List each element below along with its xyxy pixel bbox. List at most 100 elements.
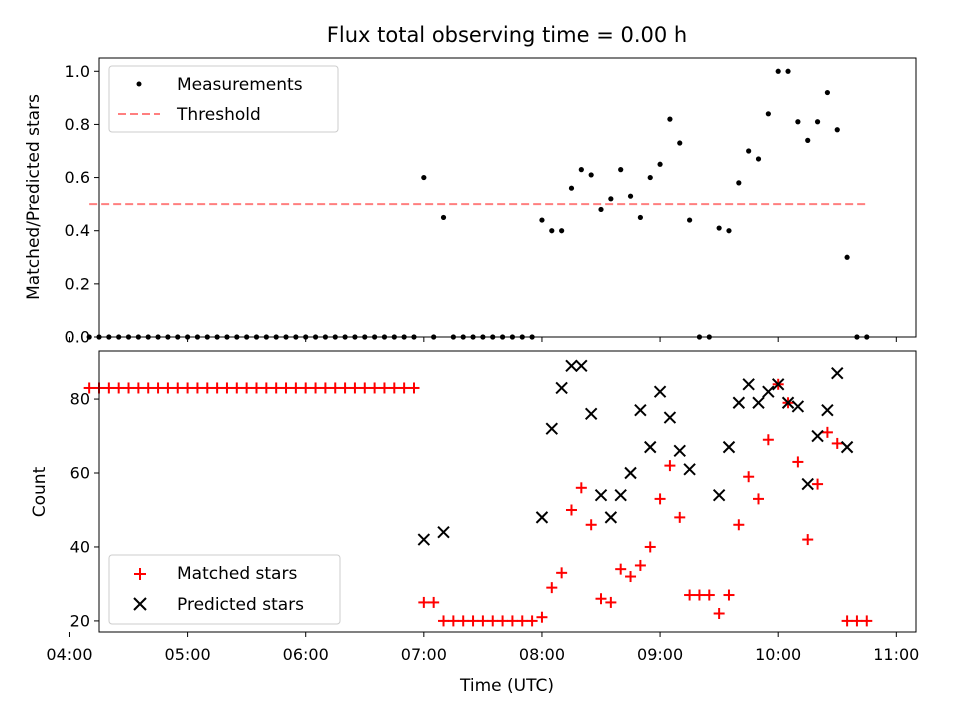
matched-star-point bbox=[556, 567, 568, 579]
matched-star-point bbox=[250, 382, 262, 394]
predicted-star-point bbox=[752, 396, 765, 409]
bottom-plot-marks bbox=[83, 359, 873, 627]
threshold-legend-label: Threshold bbox=[176, 105, 261, 125]
measurement-point bbox=[716, 225, 722, 231]
measurement-point bbox=[618, 167, 624, 173]
predicted-star-point bbox=[644, 440, 657, 454]
matched-star-point bbox=[684, 589, 696, 601]
matched-star-point bbox=[753, 493, 765, 505]
measurement-point bbox=[765, 111, 771, 117]
matched-star-point bbox=[851, 615, 863, 627]
measurement-point bbox=[627, 193, 634, 199]
predicted-stars-legend-marker bbox=[133, 597, 147, 611]
matched-star-point bbox=[861, 615, 873, 627]
predicted-star-point bbox=[545, 422, 559, 435]
predicted-star-point bbox=[555, 381, 568, 395]
measurement-point bbox=[824, 89, 831, 96]
matched-star-point bbox=[497, 615, 509, 627]
predicted-star-point bbox=[565, 359, 578, 372]
matched-star-point bbox=[270, 382, 282, 394]
top-plot-frame bbox=[98, 57, 917, 338]
predicted-star-point bbox=[624, 466, 637, 480]
matched-star-point bbox=[644, 541, 656, 553]
matched-star-point bbox=[625, 571, 637, 583]
x-axis-label: Time (UTC) bbox=[459, 676, 554, 696]
bottom-panel: 20 40 60 80 04:00 05:00 06:00 07:00 08:00 09:00 1… bbox=[30, 350, 919, 696]
bottom-y-tick-label: 80 bbox=[70, 390, 90, 409]
predicted-star-point bbox=[732, 396, 746, 409]
matched-star-point bbox=[664, 460, 676, 472]
matched-star-point bbox=[674, 511, 686, 523]
matched-star-point bbox=[418, 596, 430, 608]
matched-star-point bbox=[792, 456, 804, 468]
predicted-star-point bbox=[417, 533, 431, 546]
measurement-point bbox=[647, 174, 653, 181]
matched-star-point bbox=[290, 382, 302, 394]
matched-star-point bbox=[575, 482, 587, 494]
measurement-point bbox=[559, 228, 565, 234]
bottom-x-axis: 04:00 05:00 06:00 07:00 08:00 09:00 10:00 11:00 bbox=[46, 632, 919, 664]
matched-star-point bbox=[506, 615, 518, 627]
measurement-point bbox=[539, 217, 545, 223]
measurements-legend-marker bbox=[136, 81, 142, 87]
measurement-point bbox=[755, 156, 762, 162]
matched-stars-legend-label: Matched stars bbox=[177, 564, 297, 584]
matched-star-point bbox=[398, 382, 410, 394]
matched-star-point bbox=[605, 596, 617, 608]
matched-star-point bbox=[201, 382, 213, 394]
matched-star-point bbox=[615, 563, 627, 575]
predicted-star-point bbox=[683, 463, 696, 476]
matched-star-point bbox=[457, 615, 469, 627]
matched-star-point bbox=[516, 615, 528, 627]
matched-star-point bbox=[142, 382, 154, 394]
matched-star-point bbox=[428, 596, 440, 608]
bottom-y-axis: 20 40 60 80 bbox=[70, 390, 99, 630]
x-tick-label: 04:00 bbox=[46, 645, 92, 664]
matched-star-point bbox=[526, 615, 538, 627]
top-y-tick-label: 0.2 bbox=[65, 274, 90, 293]
predicted-star-point bbox=[614, 488, 627, 502]
measurement-point bbox=[795, 119, 801, 125]
x-tick-label: 08:00 bbox=[519, 645, 565, 664]
top-y-tick-label: 0.8 bbox=[65, 115, 90, 134]
matched-star-point bbox=[703, 589, 715, 601]
measurement-point bbox=[677, 140, 683, 146]
predicted-star-point bbox=[840, 440, 854, 454]
predicted-star-point bbox=[575, 359, 588, 372]
measurement-point bbox=[421, 174, 427, 181]
predicted-star-point bbox=[437, 525, 450, 539]
matched-star-point bbox=[585, 519, 597, 531]
matched-star-point bbox=[743, 471, 755, 483]
measurements-legend-label: Measurements bbox=[177, 75, 303, 95]
matched-star-point bbox=[693, 589, 705, 601]
top-y-tick-label: 0.0 bbox=[65, 328, 90, 347]
matched-star-point bbox=[339, 382, 351, 394]
matched-star-point bbox=[723, 589, 735, 601]
matched-star-point bbox=[733, 519, 745, 531]
matched-star-point bbox=[260, 382, 272, 394]
predicted-star-point bbox=[762, 385, 775, 398]
matched-star-point bbox=[359, 382, 371, 394]
top-chart-title: Flux total observing time = 0.00 h bbox=[327, 23, 687, 47]
measurement-point bbox=[844, 254, 850, 260]
top-y-tick-label: 1.0 bbox=[65, 62, 90, 81]
measurement-point bbox=[687, 217, 693, 223]
matched-star-point bbox=[831, 437, 843, 449]
measurement-point bbox=[805, 137, 811, 143]
top-legend: Measurements Threshold bbox=[108, 65, 339, 133]
matched-stars-legend-marker bbox=[134, 568, 146, 580]
predicted-star-point bbox=[811, 429, 824, 443]
predicted-star-point bbox=[791, 400, 805, 413]
matched-star-point bbox=[408, 382, 420, 394]
top-legend-box bbox=[108, 65, 339, 133]
measurement-point bbox=[834, 127, 840, 133]
matched-star-point bbox=[487, 615, 499, 627]
measurement-point bbox=[598, 206, 604, 213]
matched-star-point bbox=[162, 382, 174, 394]
matched-star-point bbox=[103, 382, 115, 394]
matched-star-point bbox=[447, 615, 459, 627]
matched-star-point bbox=[113, 382, 125, 394]
matched-star-point bbox=[595, 593, 607, 605]
measurement-point bbox=[657, 161, 663, 167]
